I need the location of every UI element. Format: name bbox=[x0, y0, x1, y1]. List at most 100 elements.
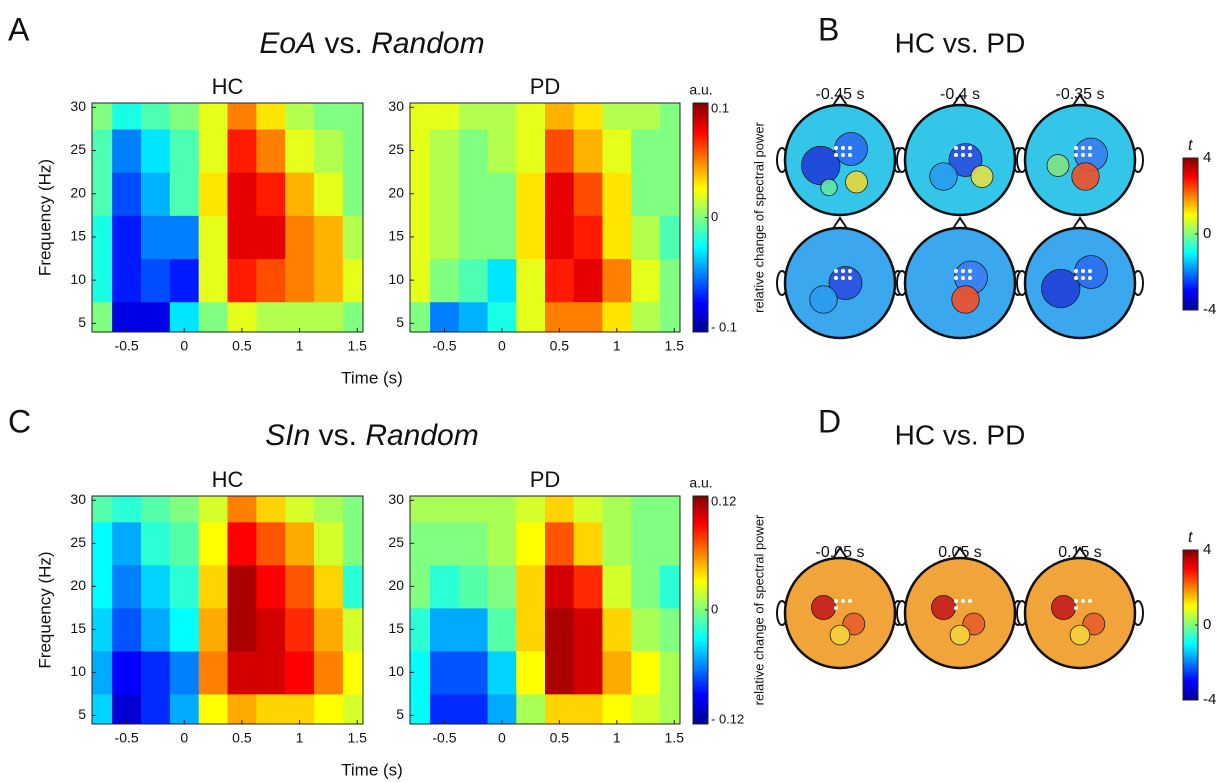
heatmap-cell bbox=[410, 607, 431, 652]
x-tick-label: 1 bbox=[613, 338, 621, 354]
heatmap-cell bbox=[602, 301, 632, 333]
electrode-marker bbox=[961, 269, 965, 273]
heatmap-cell bbox=[573, 564, 603, 609]
heatmap-cell bbox=[227, 607, 257, 652]
heatmap-cell bbox=[458, 564, 489, 609]
heatmap-cell bbox=[516, 301, 546, 333]
topomap-blob bbox=[929, 162, 958, 191]
heatmap-cell bbox=[141, 301, 171, 333]
heatmap-cell bbox=[410, 103, 431, 130]
heatmap-title: HC bbox=[212, 74, 244, 99]
heatmap-cell bbox=[256, 172, 286, 216]
heatmap-cell bbox=[516, 496, 546, 523]
heatmap-cell bbox=[545, 301, 575, 333]
heatmap-cell bbox=[487, 301, 517, 333]
topomap-outline bbox=[903, 103, 1017, 217]
heatmap-cell bbox=[458, 258, 489, 303]
heatmap-cell bbox=[458, 496, 489, 523]
heatmap-cell bbox=[313, 521, 344, 566]
heatmap-cell bbox=[487, 103, 517, 130]
heatmap-cell bbox=[313, 215, 344, 260]
electrode-marker bbox=[1074, 276, 1078, 280]
electrode-marker bbox=[1074, 269, 1078, 273]
title-part: Random bbox=[371, 27, 484, 60]
panel-letter: D bbox=[818, 403, 841, 439]
heatmap-cell bbox=[112, 215, 142, 260]
y-axis-label: Frequency (Hz) bbox=[35, 159, 54, 276]
heatmap-cell bbox=[112, 128, 142, 173]
topomap-outline bbox=[1023, 103, 1137, 217]
heatmap-cell bbox=[659, 258, 681, 303]
heatmap-cell bbox=[256, 215, 286, 260]
topomap bbox=[896, 216, 1024, 340]
heatmap-cell bbox=[198, 103, 228, 130]
electrode-marker bbox=[1074, 606, 1078, 610]
heatmap-cell bbox=[410, 301, 431, 333]
x-tick-label: 0 bbox=[498, 730, 506, 746]
heatmap-cell bbox=[256, 650, 286, 695]
heatmap-cell bbox=[487, 172, 517, 216]
topomap-blob bbox=[1041, 268, 1081, 309]
heatmap-cell bbox=[545, 564, 575, 609]
heatmap-cell bbox=[342, 650, 364, 695]
x-tick-label: -0.5 bbox=[432, 730, 456, 746]
heatmap-cell bbox=[169, 215, 200, 260]
electrode-marker bbox=[848, 153, 852, 157]
heatmap-cell bbox=[430, 128, 460, 173]
heatmap-cell bbox=[458, 693, 489, 725]
heatmap-cell bbox=[112, 521, 142, 566]
heatmap-cell bbox=[410, 128, 431, 173]
heatmap-cell bbox=[458, 103, 489, 130]
heatmap-cell bbox=[141, 521, 171, 566]
panel-title: HC vs. PD bbox=[895, 419, 1026, 450]
colorbar-tick-label: 0.1 bbox=[711, 100, 729, 115]
heatmap-cell bbox=[516, 564, 546, 609]
panel-letter: B bbox=[818, 11, 839, 47]
heatmap-cell bbox=[545, 103, 575, 130]
heatmap-cell bbox=[285, 496, 315, 523]
heatmap-cell bbox=[487, 215, 517, 260]
electrode-marker bbox=[834, 276, 838, 280]
heatmap-cell bbox=[92, 103, 113, 130]
electrode-marker bbox=[841, 599, 845, 603]
heatmap-cell bbox=[256, 521, 286, 566]
heatmap-cell bbox=[631, 607, 661, 652]
heatmap-cell bbox=[602, 607, 632, 652]
heatmap-cell bbox=[112, 496, 142, 523]
electrode-marker bbox=[1074, 599, 1078, 603]
heatmap-cell bbox=[602, 521, 632, 566]
colorbar-tick-label: 4 bbox=[1203, 149, 1211, 166]
heatmap-cell bbox=[602, 215, 632, 260]
heatmap-cell bbox=[545, 215, 575, 260]
heatmap-cell bbox=[169, 301, 200, 333]
colorbar-tick-label: 4 bbox=[1203, 541, 1211, 558]
y-axis-label: Frequency (Hz) bbox=[35, 551, 54, 668]
heatmap-cell bbox=[631, 215, 661, 260]
heatmap-cell bbox=[410, 172, 431, 216]
heatmap-cell bbox=[198, 496, 228, 523]
heatmap-cell bbox=[313, 564, 344, 609]
topomap-blob bbox=[1051, 595, 1077, 621]
electrode-marker bbox=[1088, 269, 1092, 273]
colorbar-tick-label: - 0.12 bbox=[711, 711, 744, 726]
heatmap-cell bbox=[227, 103, 257, 130]
heatmap-cell bbox=[227, 564, 257, 609]
heatmap-cell bbox=[602, 693, 632, 725]
topomap-outline bbox=[783, 226, 897, 340]
y-tick-label: 5 bbox=[78, 706, 86, 722]
electrode-marker bbox=[841, 153, 845, 157]
y-tick-label: 20 bbox=[70, 184, 86, 200]
x-tick-label: 1 bbox=[296, 730, 304, 746]
heatmap-cell bbox=[92, 301, 113, 333]
heatmap-cell bbox=[430, 258, 460, 303]
topomap-head bbox=[1025, 558, 1135, 668]
topomap-blob bbox=[949, 624, 971, 646]
heatmap-cell bbox=[342, 215, 364, 260]
heatmap-cell bbox=[659, 693, 681, 725]
heatmap-cell bbox=[659, 215, 681, 260]
heatmap-cell bbox=[516, 215, 546, 260]
electrode-marker bbox=[1081, 269, 1085, 273]
x-tick-label: 0.5 bbox=[550, 730, 570, 746]
x-tick-label: 0 bbox=[180, 338, 188, 354]
